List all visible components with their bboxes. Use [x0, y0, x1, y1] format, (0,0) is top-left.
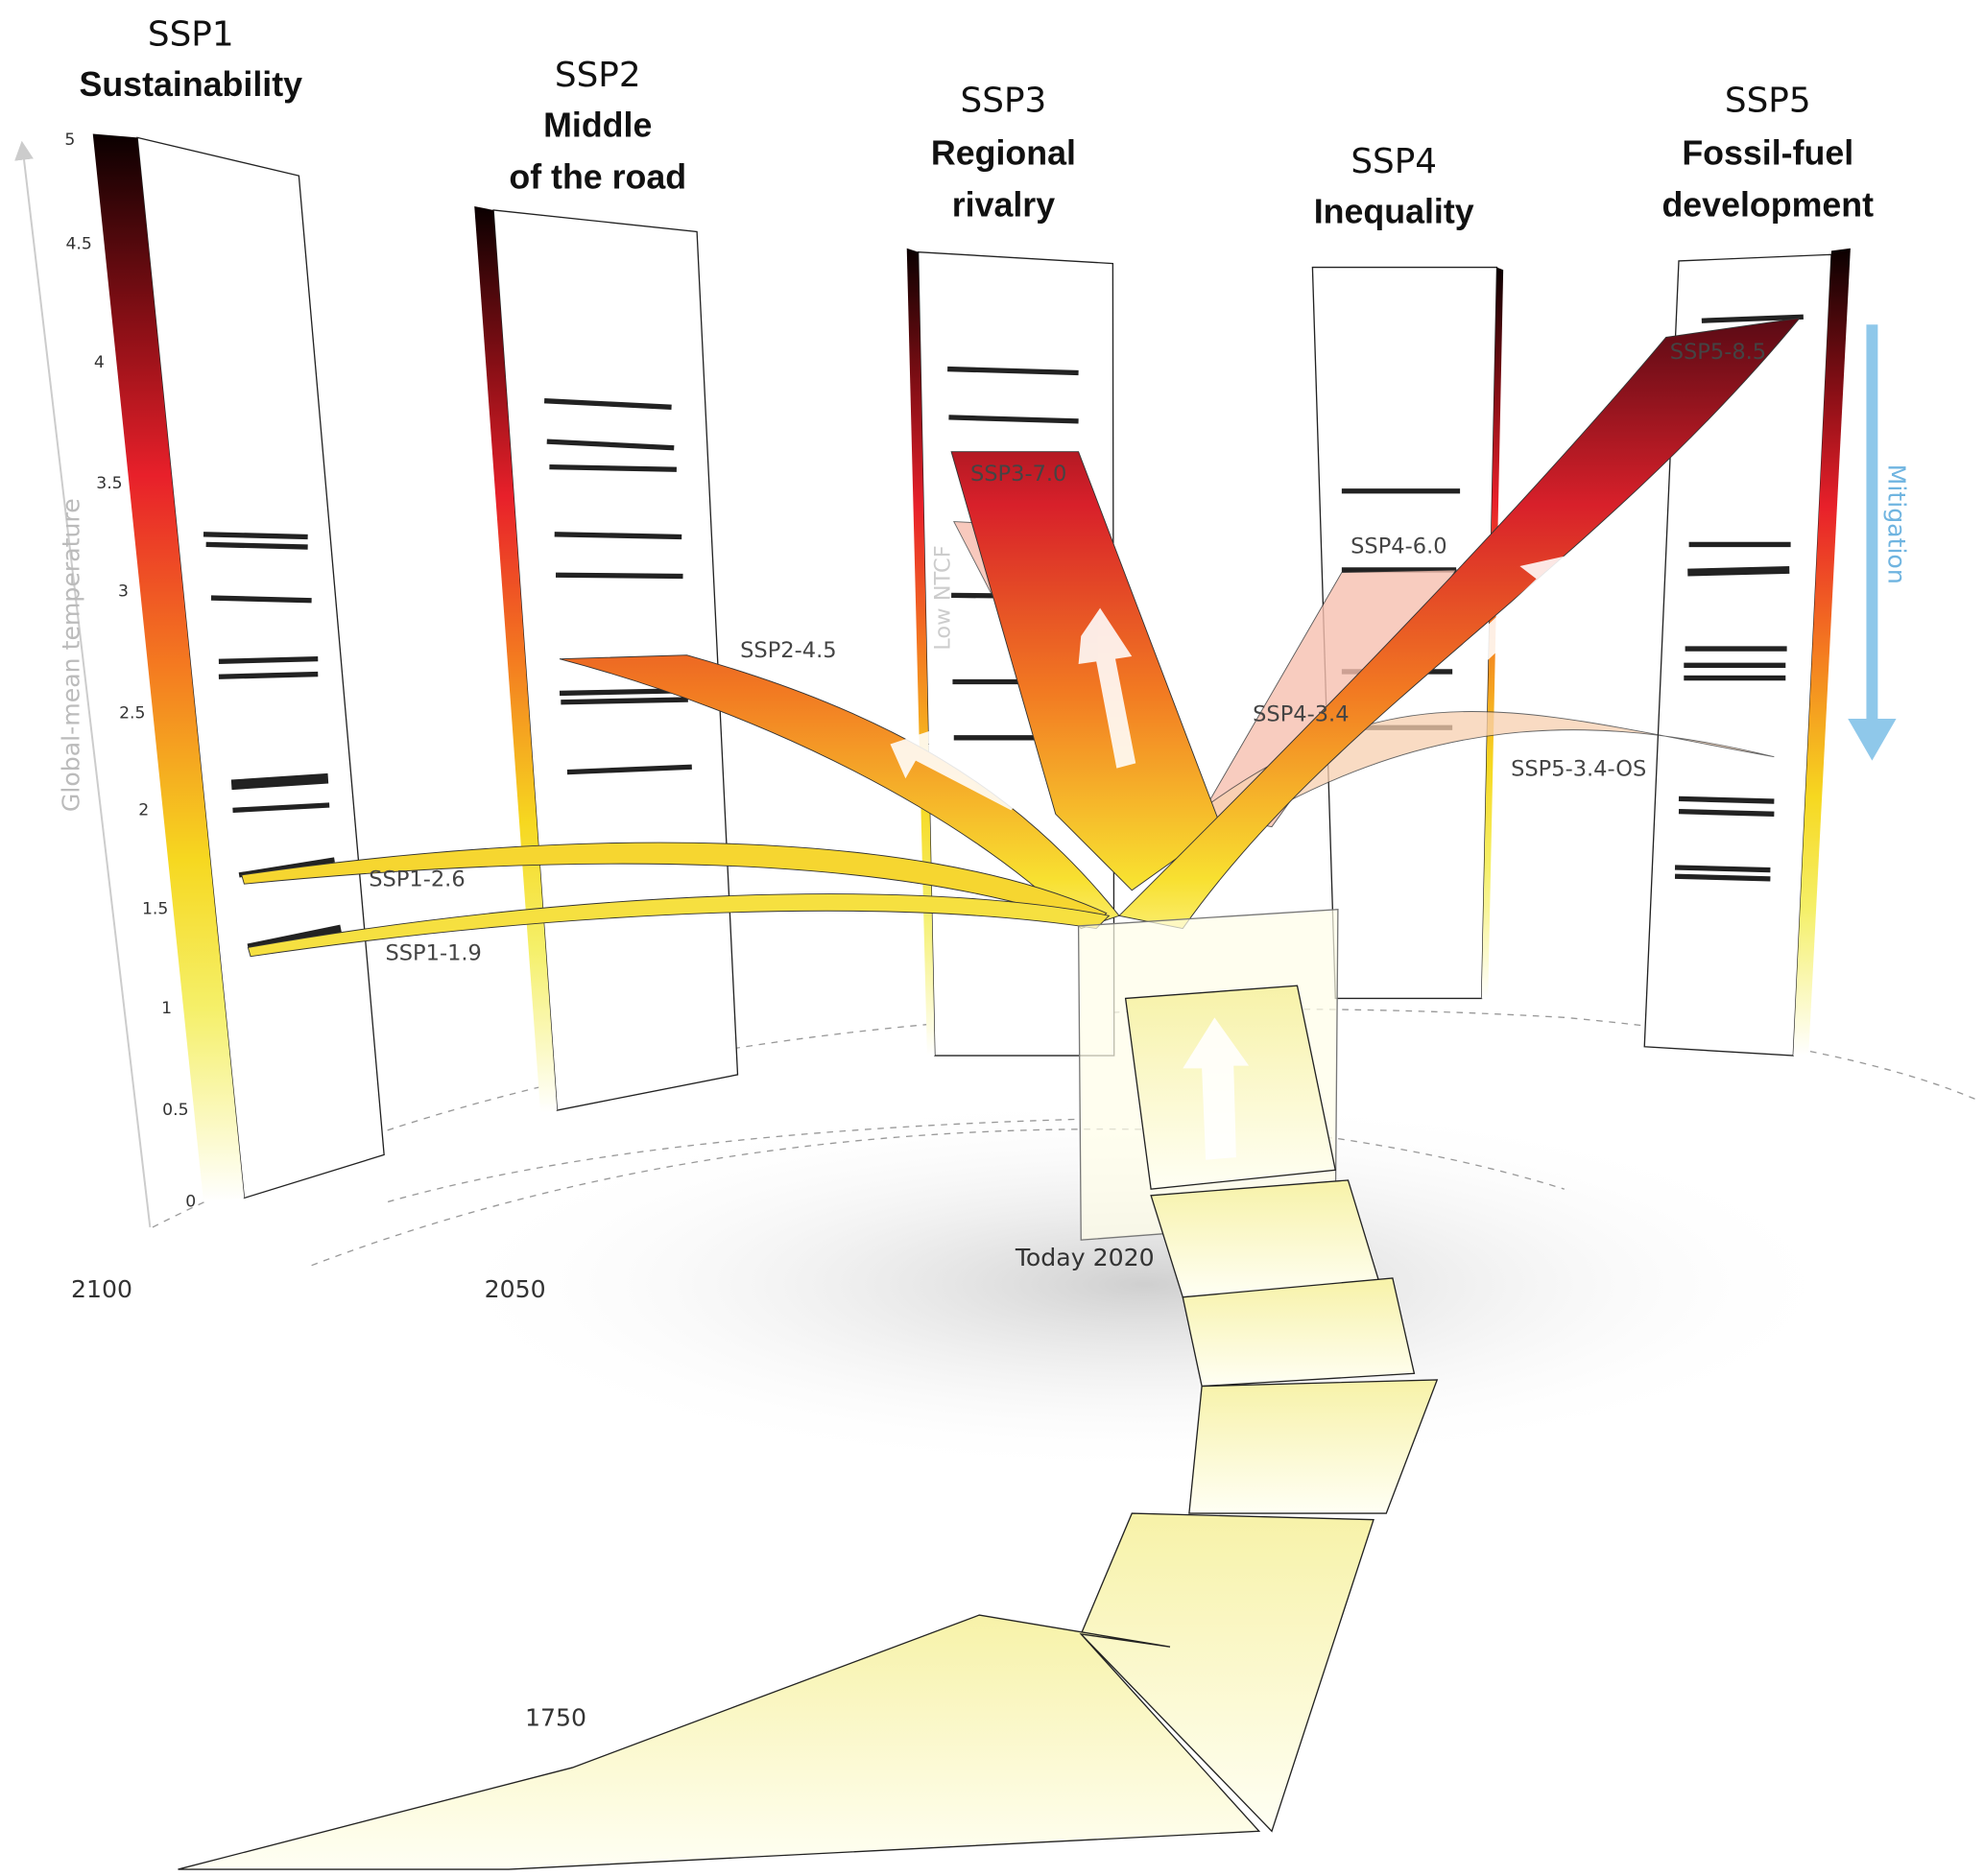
y-tick-label: 1.5: [142, 900, 168, 919]
panel-name: Sustainability: [79, 65, 302, 104]
y-tick-label: 5: [64, 131, 75, 150]
y-tick-label: 2.5: [119, 704, 145, 724]
panel-code: SSP2: [555, 56, 641, 95]
panel-code: SSP1: [148, 14, 234, 54]
panel-ssp1: [92, 133, 385, 1202]
mitigation-arrow: [1848, 324, 1897, 761]
y-tick-label: 4: [94, 353, 105, 372]
scenario-label: SSP4-3.4: [1253, 701, 1349, 726]
y-tick-label: 1: [161, 999, 172, 1018]
y-tick-label: 3: [118, 582, 129, 601]
axis-label: Global-mean temperature: [58, 498, 85, 812]
panel-name: Fossil-fuel: [1682, 133, 1853, 172]
panel-code: SSP5: [1725, 81, 1811, 120]
low-ntcf-label: Low NTCF: [931, 545, 956, 650]
year-label: 2100: [71, 1275, 132, 1303]
panel-ssp5: [1643, 248, 1851, 1057]
panel-name: Middle: [543, 106, 652, 144]
y-tick-label: 0: [185, 1192, 196, 1211]
ribbons: [241, 317, 1801, 958]
scenario-label: SSP1-2.6: [369, 867, 465, 892]
panel-name: Regional: [931, 133, 1076, 172]
scenario-label: SSP4-6.0: [1351, 534, 1446, 559]
panel-name: of the road: [509, 158, 686, 197]
y-tick-label: 0.5: [162, 1101, 188, 1120]
y-tick-label: 2: [138, 800, 149, 819]
scenario-label: SSP1-1.9: [385, 941, 481, 966]
scenario-label: SSP2-4.5: [740, 638, 836, 663]
y-tick-label: 4.5: [65, 235, 91, 254]
panel-code: SSP3: [961, 81, 1047, 120]
year-label: 2050: [485, 1275, 546, 1303]
axis-arrow: [14, 140, 152, 1228]
y-tick-label: 3.5: [96, 474, 122, 493]
panel-code: SSP4: [1351, 142, 1437, 181]
year-label: Today 2020: [1015, 1244, 1155, 1271]
panel-name: Inequality: [1314, 192, 1474, 230]
floor-shadow: [432, 1093, 1857, 1476]
scenario-label: SSP3-7.0: [970, 462, 1066, 487]
scenario-label: SSP5-3.4-OS: [1511, 756, 1646, 781]
history-ribbon: [178, 985, 1439, 1870]
mitigation-label: Mitigation: [1882, 464, 1910, 584]
scenario-label: SSP5-8.5: [1670, 340, 1766, 365]
panel-name: development: [1661, 186, 1874, 225]
panel-name: rivalry: [952, 186, 1055, 225]
year-label: 1750: [525, 1704, 586, 1732]
direction-arrows: [890, 553, 1577, 1160]
